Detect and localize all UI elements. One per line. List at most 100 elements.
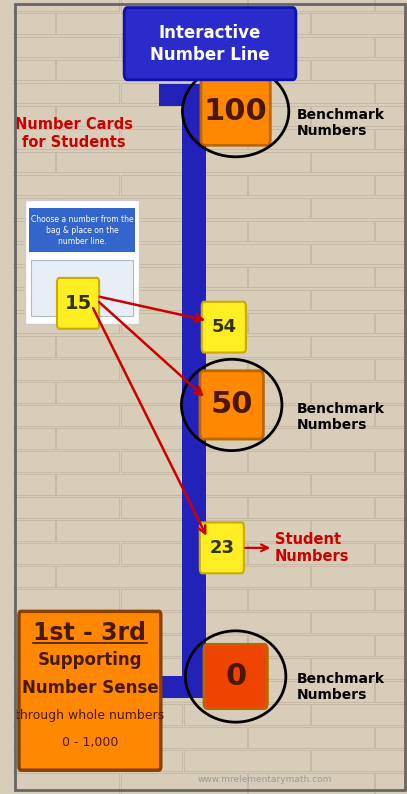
FancyBboxPatch shape	[311, 106, 407, 126]
FancyBboxPatch shape	[120, 497, 247, 518]
FancyBboxPatch shape	[57, 520, 182, 541]
FancyBboxPatch shape	[248, 267, 374, 287]
FancyBboxPatch shape	[0, 198, 55, 218]
FancyBboxPatch shape	[248, 37, 374, 57]
FancyBboxPatch shape	[184, 198, 310, 218]
FancyBboxPatch shape	[25, 201, 139, 324]
FancyBboxPatch shape	[184, 60, 310, 80]
FancyBboxPatch shape	[57, 566, 182, 587]
FancyBboxPatch shape	[57, 13, 182, 34]
Text: Supporting: Supporting	[37, 651, 142, 669]
FancyBboxPatch shape	[184, 704, 310, 725]
Text: Number Sense: Number Sense	[22, 679, 158, 697]
FancyBboxPatch shape	[0, 681, 119, 702]
FancyBboxPatch shape	[120, 359, 247, 380]
FancyBboxPatch shape	[182, 95, 206, 687]
FancyBboxPatch shape	[57, 382, 182, 403]
FancyBboxPatch shape	[0, 566, 55, 587]
FancyBboxPatch shape	[57, 60, 182, 80]
FancyBboxPatch shape	[184, 750, 310, 771]
FancyBboxPatch shape	[0, 83, 119, 103]
FancyBboxPatch shape	[0, 313, 119, 333]
FancyBboxPatch shape	[311, 60, 407, 80]
FancyBboxPatch shape	[57, 612, 182, 633]
FancyBboxPatch shape	[120, 175, 247, 195]
FancyBboxPatch shape	[184, 612, 310, 633]
FancyBboxPatch shape	[29, 208, 135, 252]
FancyBboxPatch shape	[375, 727, 407, 748]
FancyBboxPatch shape	[0, 750, 55, 771]
FancyBboxPatch shape	[184, 428, 310, 449]
FancyBboxPatch shape	[248, 451, 374, 472]
FancyBboxPatch shape	[0, 589, 119, 610]
FancyBboxPatch shape	[375, 359, 407, 380]
Text: Number Cards
for Students: Number Cards for Students	[15, 118, 133, 149]
FancyBboxPatch shape	[0, 520, 55, 541]
FancyBboxPatch shape	[375, 497, 407, 518]
FancyBboxPatch shape	[57, 474, 182, 495]
FancyBboxPatch shape	[311, 658, 407, 679]
FancyBboxPatch shape	[184, 658, 310, 679]
Text: Interactive
Number Line: Interactive Number Line	[150, 24, 270, 64]
FancyBboxPatch shape	[57, 428, 182, 449]
FancyBboxPatch shape	[120, 0, 247, 11]
FancyBboxPatch shape	[0, 428, 55, 449]
FancyBboxPatch shape	[248, 589, 374, 610]
FancyBboxPatch shape	[248, 543, 374, 564]
FancyBboxPatch shape	[120, 129, 247, 149]
FancyBboxPatch shape	[0, 129, 119, 149]
FancyBboxPatch shape	[248, 221, 374, 241]
FancyBboxPatch shape	[184, 382, 310, 403]
FancyBboxPatch shape	[57, 278, 99, 329]
FancyBboxPatch shape	[375, 267, 407, 287]
FancyBboxPatch shape	[0, 704, 55, 725]
FancyBboxPatch shape	[248, 773, 374, 794]
FancyBboxPatch shape	[120, 221, 247, 241]
FancyBboxPatch shape	[0, 474, 55, 495]
FancyBboxPatch shape	[0, 290, 55, 310]
FancyBboxPatch shape	[311, 612, 407, 633]
FancyBboxPatch shape	[0, 382, 55, 403]
FancyBboxPatch shape	[159, 84, 230, 106]
Text: Benchmark
Numbers: Benchmark Numbers	[297, 108, 385, 138]
FancyBboxPatch shape	[0, 221, 119, 241]
FancyBboxPatch shape	[0, 359, 119, 380]
FancyBboxPatch shape	[0, 497, 119, 518]
FancyBboxPatch shape	[57, 704, 182, 725]
FancyBboxPatch shape	[375, 221, 407, 241]
FancyBboxPatch shape	[57, 198, 182, 218]
Text: 1st - 3rd: 1st - 3rd	[33, 621, 147, 645]
FancyBboxPatch shape	[204, 645, 267, 709]
Text: 54: 54	[211, 318, 236, 336]
FancyBboxPatch shape	[375, 681, 407, 702]
FancyBboxPatch shape	[311, 336, 407, 357]
FancyBboxPatch shape	[19, 611, 161, 770]
Text: Choose a number from the
bag & place on the
number line.: Choose a number from the bag & place on …	[31, 214, 133, 246]
FancyBboxPatch shape	[0, 405, 119, 426]
FancyBboxPatch shape	[311, 152, 407, 172]
FancyBboxPatch shape	[57, 658, 182, 679]
Text: Student
Numbers: Student Numbers	[275, 532, 350, 564]
FancyBboxPatch shape	[0, 60, 55, 80]
FancyBboxPatch shape	[124, 8, 296, 80]
FancyBboxPatch shape	[248, 175, 374, 195]
FancyBboxPatch shape	[202, 302, 246, 353]
FancyBboxPatch shape	[120, 681, 247, 702]
FancyBboxPatch shape	[0, 106, 55, 126]
FancyBboxPatch shape	[184, 152, 310, 172]
FancyBboxPatch shape	[57, 106, 182, 126]
FancyBboxPatch shape	[248, 129, 374, 149]
FancyBboxPatch shape	[311, 474, 407, 495]
FancyBboxPatch shape	[57, 336, 182, 357]
FancyBboxPatch shape	[0, 244, 55, 264]
FancyBboxPatch shape	[0, 0, 119, 11]
FancyBboxPatch shape	[0, 37, 119, 57]
FancyBboxPatch shape	[311, 382, 407, 403]
Text: Benchmark
Numbers: Benchmark Numbers	[297, 402, 385, 432]
FancyBboxPatch shape	[311, 750, 407, 771]
FancyBboxPatch shape	[311, 428, 407, 449]
FancyBboxPatch shape	[201, 77, 270, 145]
FancyBboxPatch shape	[0, 635, 119, 656]
FancyBboxPatch shape	[248, 83, 374, 103]
FancyBboxPatch shape	[184, 106, 310, 126]
